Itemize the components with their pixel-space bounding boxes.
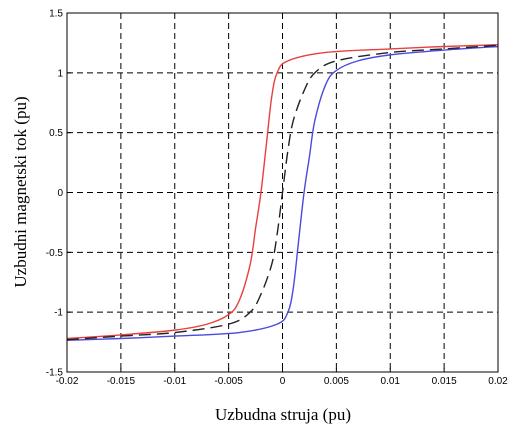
y-tick-label: -1.5 xyxy=(46,368,64,379)
x-tick-label: 0.015 xyxy=(432,376,457,387)
x-tick-label: 0.02 xyxy=(488,376,508,387)
x-tick-label: 0.005 xyxy=(324,376,349,387)
x-tick-label: -0.005 xyxy=(214,376,243,387)
curve-2 xyxy=(66,44,499,341)
y-axis-label: Uzbudni magnetski tok (pu) xyxy=(11,96,30,287)
y-tick-label: 1 xyxy=(57,68,63,79)
y-tick-label: -1 xyxy=(54,308,63,319)
x-tick-label: -0.02 xyxy=(56,376,79,387)
grid-lines xyxy=(67,13,498,372)
y-tick-label: 0 xyxy=(57,188,63,199)
curves xyxy=(66,44,499,341)
curve-0 xyxy=(66,44,499,340)
x-tick-label: -0.01 xyxy=(163,376,186,387)
y-tick-label: 1.5 xyxy=(49,9,63,20)
x-tick-label: 0.01 xyxy=(381,376,401,387)
y-tick-label: 0.5 xyxy=(49,128,63,139)
ticks: -0.02 -0.015 -0.01 -0.005 0 0.005 0.01 0.015 0.0… xyxy=(46,9,508,388)
x-axis-label: Uzbudna struja (pu) xyxy=(215,405,351,424)
curve-1 xyxy=(66,45,499,341)
y-tick-label: -0.5 xyxy=(46,248,64,259)
x-tick-label: -0.015 xyxy=(107,376,136,387)
x-tick-label: 0 xyxy=(280,376,286,387)
